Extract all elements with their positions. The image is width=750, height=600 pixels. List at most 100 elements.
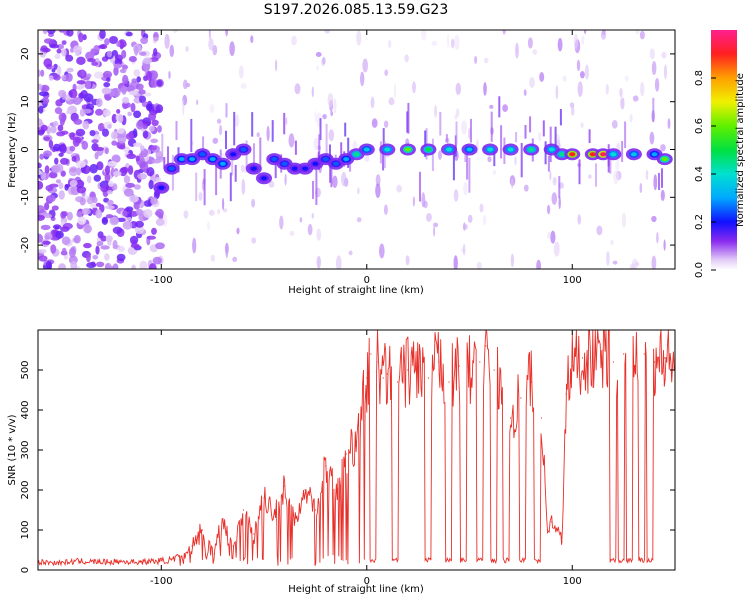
spectrogram-noise-cell [87, 196, 94, 205]
spectrogram-noise-cell [77, 216, 87, 225]
spectrogram-ridge-core [322, 157, 329, 162]
spectrogram-noise-cell [357, 187, 360, 195]
spectrogram-streak [419, 171, 421, 202]
spectrogram-noise-cell [72, 136, 80, 147]
spectrogram-noise-cell [146, 235, 156, 240]
spectrogram-noise-cell [100, 245, 110, 250]
spectrogram-noise-cell [131, 264, 136, 269]
spectrogram-noise-cell [61, 247, 67, 255]
spectrogram-noise-cell [105, 214, 114, 219]
spectrogram-noise-cell [600, 30, 607, 40]
spectrogram-noise-cell [139, 95, 146, 104]
spectrogram-ridge-core [384, 147, 391, 152]
spectrogram-noise-cell [53, 63, 58, 70]
spectrogram-noise-cell [58, 152, 64, 157]
spectrogram-noise-cell [212, 137, 219, 144]
spectrogram-noise-cell [289, 230, 295, 236]
snr-y-tick-label: 100 [20, 520, 31, 539]
snr-data-point [160, 560, 162, 562]
spectrogram-noise-cell [621, 212, 627, 228]
spectrogram-noise-cell [151, 158, 162, 164]
spectrogram-noise-cell [146, 71, 152, 81]
spectrogram-noise-cell [51, 165, 61, 173]
snr-data-point [643, 353, 645, 355]
spectrogram-noise-cell [116, 109, 121, 114]
spectrogram-noise-cell [356, 217, 362, 223]
spectrogram-noise-layer [38, 30, 671, 269]
spectrogram-noise-cell [653, 174, 658, 191]
spectrogram-noise-cell [45, 185, 54, 192]
spectrogram-streak [329, 158, 332, 183]
spectrogram-streak [455, 121, 458, 145]
spectrogram-ridge-core [487, 147, 494, 152]
spectrogram-noise-cell [54, 107, 63, 115]
spectrogram-noise-cell [632, 95, 639, 102]
spectrogram-streak [231, 148, 234, 176]
spectrogram-noise-cell [104, 172, 111, 183]
spectrogram-streak [195, 172, 198, 202]
spectrogram-noise-cell [123, 188, 134, 197]
spectrogram-streak [498, 96, 501, 118]
spectrogram-ridge-core [651, 152, 658, 157]
spectrogram-noise-cell [155, 208, 164, 218]
spectrogram-streak [588, 129, 591, 143]
spectrogram-noise-cell [527, 37, 533, 49]
spectrogram-noise-cell [550, 230, 556, 244]
spectrogram-streak [468, 157, 471, 193]
spectrogram-noise-cell [656, 231, 659, 244]
spectrogram-noise-cell [606, 251, 610, 266]
spectrogram-noise-cell [562, 75, 567, 82]
spectrogram-noise-cell [327, 93, 334, 108]
spectrogram-ridge-core [219, 161, 226, 166]
spectrogram-noise-cell [539, 72, 545, 82]
spectrogram-noise-cell [438, 150, 442, 160]
snr-x-tick-label: -100 [150, 576, 173, 587]
spectrogram-noise-cell [577, 81, 583, 97]
spectrogram-noise-cell [82, 120, 90, 130]
spectrogram-noise-cell [71, 155, 77, 162]
spectrogram-noise-cell [388, 97, 395, 106]
spectrogram-noise-cell [371, 118, 378, 128]
snr-data-point [263, 497, 265, 499]
snr-y-tick-label: 300 [20, 440, 31, 459]
spectrogram-noise-cell [463, 222, 466, 231]
spectrogram-noise-cell [169, 44, 175, 58]
spectrogram-noise-cell [569, 102, 575, 108]
snr-data-point [314, 509, 316, 511]
spectrogram-noise-cell [109, 216, 119, 226]
spectrogram-noise-cell [611, 120, 618, 129]
spectrogram-noise-cell [40, 69, 45, 77]
spectrogram-noise-cell [96, 261, 105, 268]
spectrogram-noise-cell [596, 225, 603, 236]
spectrogram-noise-cell [102, 128, 109, 137]
spectrogram-noise-cell [133, 184, 141, 190]
spectrogram-noise-cell [210, 254, 215, 262]
snr-panel: -100 0 100 0 100 200 300 400 500 Height of stra… [7, 329, 676, 595]
spectrogram-noise-cell [133, 110, 142, 119]
spectrogram-noise-cell [573, 33, 579, 49]
spectrogram-noise-cell [58, 112, 67, 122]
spectrogram-noise-cell [660, 189, 665, 202]
spectrogram-noise-cell [288, 133, 295, 148]
spectrogram-noise-cell [125, 31, 133, 37]
spectrogram-noise-cell [51, 68, 56, 73]
snr-data-point [485, 345, 487, 347]
colorbar-tick-label: 0.2 [694, 214, 705, 230]
spectrogram-noise-cell [130, 102, 136, 113]
spectrogram-noise-cell [45, 260, 52, 269]
snr-data-point [493, 369, 495, 371]
spectrogram-noise-cell [133, 69, 141, 77]
spectrogram-noise-cell [330, 110, 334, 117]
spectrogram-noise-cell [44, 232, 53, 240]
spectrogram-streak [233, 111, 236, 146]
spectrogram-noise-cell [549, 170, 552, 181]
snr-y-ticks: 0 100 200 300 400 500 [20, 360, 675, 573]
spectrogram-noise-cell [111, 154, 121, 163]
spectrogram-streak [621, 141, 624, 162]
spectrogram-noise-cell [316, 65, 319, 71]
spectrogram-noise-cell [128, 56, 137, 63]
spectrogram-noise-cell [83, 108, 92, 114]
snr-data-point [253, 533, 255, 535]
spectrogram-noise-cell [212, 45, 218, 56]
